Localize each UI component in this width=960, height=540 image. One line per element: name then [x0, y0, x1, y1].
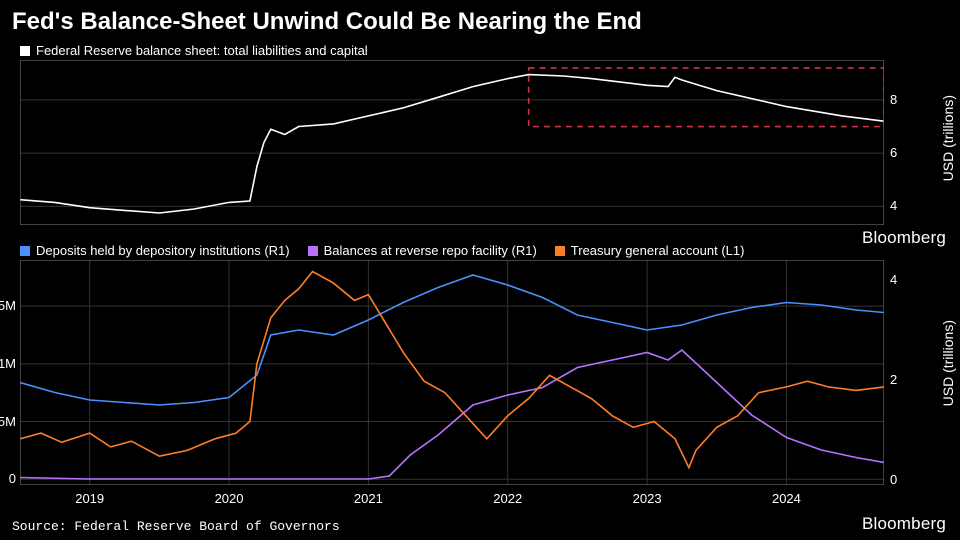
source-label: Source: Federal Reserve Board of Governo…: [12, 519, 340, 534]
legend-item: Federal Reserve balance sheet: total lia…: [20, 43, 368, 58]
panel1-y-axis-label: USD (trillions): [940, 95, 956, 181]
panel2-y-axis-label: USD (trillions): [940, 320, 956, 406]
panel2-legend: Deposits held by depository institutions…: [20, 243, 744, 258]
panel1-legend: Federal Reserve balance sheet: total lia…: [20, 43, 368, 58]
legend-label: Balances at reverse repo facility (R1): [324, 243, 537, 258]
legend-item: Balances at reverse repo facility (R1): [308, 243, 537, 258]
panel2-plot: [20, 260, 884, 485]
legend-label: Deposits held by depository institutions…: [36, 243, 290, 258]
legend-swatch: [20, 46, 30, 56]
chart-canvas: Fed's Balance-Sheet Unwind Could Be Near…: [0, 0, 960, 540]
brand-label-1: Bloomberg: [862, 228, 946, 248]
legend-item: Treasury general account (L1): [555, 243, 745, 258]
panel1-plot: [20, 60, 884, 225]
legend-item: Deposits held by depository institutions…: [20, 243, 290, 258]
legend-swatch: [308, 246, 318, 256]
legend-swatch: [20, 246, 30, 256]
legend-swatch: [555, 246, 565, 256]
brand-label-2: Bloomberg: [862, 514, 946, 534]
chart-title: Fed's Balance-Sheet Unwind Could Be Near…: [12, 8, 642, 36]
legend-label: Federal Reserve balance sheet: total lia…: [36, 43, 368, 58]
legend-label: Treasury general account (L1): [571, 243, 745, 258]
